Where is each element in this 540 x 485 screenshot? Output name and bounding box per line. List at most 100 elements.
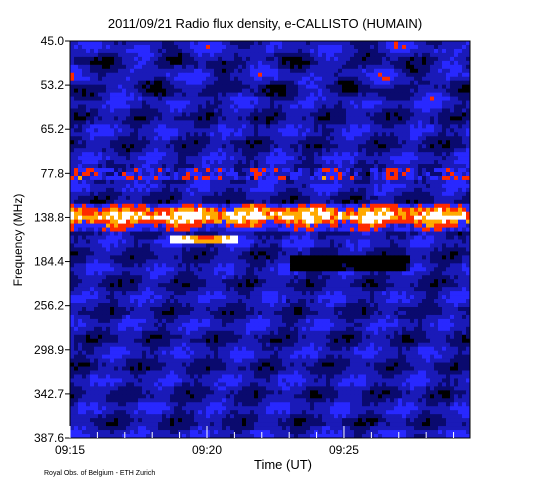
heatmap-cell [454, 60, 459, 66]
heatmap-cell [74, 183, 79, 189]
heatmap-cell [102, 132, 107, 137]
heatmap-cell [130, 144, 135, 149]
heatmap-cell [434, 231, 439, 236]
heatmap-cell [198, 172, 203, 177]
heatmap-cell [122, 195, 127, 201]
heatmap-cell [110, 120, 115, 125]
heatmap-cell [230, 172, 235, 177]
heatmap-cell [310, 68, 315, 74]
heatmap-cell [442, 203, 447, 209]
heatmap-cell [394, 48, 399, 54]
heatmap-cell [398, 179, 403, 185]
heatmap-cell [410, 179, 415, 185]
heatmap-cell [434, 160, 439, 165]
heatmap-cell [446, 112, 451, 117]
heatmap-cell [314, 152, 319, 157]
heatmap-cell [278, 168, 283, 173]
heatmap-cell [314, 223, 319, 228]
heatmap-cell [358, 60, 363, 66]
heatmap-cell [454, 136, 459, 141]
heatmap-cell [354, 52, 359, 58]
heatmap-cell [94, 164, 99, 169]
heatmap-cell [238, 175, 243, 181]
heatmap-cell [154, 168, 159, 173]
heatmap-cell [334, 144, 339, 149]
heatmap-cell [318, 96, 323, 101]
heatmap-cell [278, 60, 283, 66]
heatmap-cell [438, 68, 443, 74]
heatmap-cell [150, 116, 155, 121]
heatmap-cell [338, 56, 343, 62]
heatmap-cell [458, 128, 463, 133]
heatmap-cell [450, 96, 455, 101]
heatmap-cell [74, 152, 79, 157]
heatmap-cell [354, 168, 359, 173]
heatmap-cell [390, 120, 395, 125]
heatmap-cell [106, 168, 111, 173]
heatmap-cell [198, 195, 203, 201]
heatmap-cell [434, 148, 439, 153]
heatmap-cell [102, 152, 107, 157]
heatmap-cell [162, 72, 167, 78]
heatmap-cell [222, 128, 227, 133]
heatmap-cell [262, 152, 267, 157]
heatmap-cell [142, 132, 147, 137]
heatmap-cell [458, 92, 463, 97]
heatmap-cell [430, 179, 435, 185]
heatmap-cell [354, 48, 359, 54]
heatmap-cell [330, 215, 335, 220]
heatmap-cell [346, 132, 351, 137]
heatmap-cell [418, 179, 423, 185]
heatmap-cell [302, 219, 307, 224]
heatmap-cell [278, 203, 283, 209]
heatmap-cell [334, 116, 339, 121]
heatmap-cell [214, 152, 219, 157]
heatmap-cell [162, 92, 167, 97]
heatmap-cell [126, 80, 131, 85]
heatmap-cell [198, 219, 203, 224]
heatmap-cell [374, 191, 379, 197]
heatmap-cell [222, 124, 227, 129]
heatmap-cell [194, 120, 199, 125]
heatmap-cell [178, 96, 183, 101]
heatmap-cell [286, 48, 291, 54]
heatmap-cell [94, 60, 99, 66]
heatmap-cell [386, 191, 391, 197]
heatmap-cell [246, 128, 251, 133]
heatmap-cell [342, 72, 347, 78]
heatmap-cell [130, 132, 135, 137]
heatmap-cell [206, 132, 211, 137]
heatmap-cell [402, 52, 407, 58]
heatmap-cell [294, 100, 299, 105]
heatmap-cell [442, 112, 447, 117]
heatmap-cell [306, 211, 311, 216]
heatmap-cell [226, 64, 231, 70]
heatmap-cell [438, 120, 443, 125]
heatmap-cell [438, 211, 443, 216]
heatmap-cell [430, 56, 435, 62]
heatmap-cell [118, 199, 123, 205]
heatmap-cell [354, 116, 359, 121]
heatmap-cell [422, 219, 427, 224]
heatmap-cell [190, 219, 195, 224]
heatmap-cell [82, 136, 87, 141]
heatmap-cell [326, 207, 331, 213]
heatmap-cell [110, 88, 115, 93]
heatmap-cell [342, 179, 347, 185]
heatmap-cell [162, 160, 167, 165]
heatmap-cell [262, 235, 267, 240]
heatmap-cell [142, 148, 147, 153]
heatmap-cell [210, 199, 215, 205]
heatmap-cell [378, 219, 383, 224]
heatmap-cell [134, 120, 139, 125]
heatmap-cell [406, 168, 411, 173]
heatmap-cell [438, 56, 443, 62]
heatmap-cell [438, 104, 443, 109]
heatmap-cell [286, 215, 291, 220]
heatmap-cell [158, 203, 163, 209]
heatmap-cell [206, 156, 211, 161]
heatmap-cell [230, 179, 235, 185]
heatmap-cell [450, 187, 455, 193]
heatmap-cell [198, 227, 203, 232]
heatmap-cell [350, 219, 355, 224]
